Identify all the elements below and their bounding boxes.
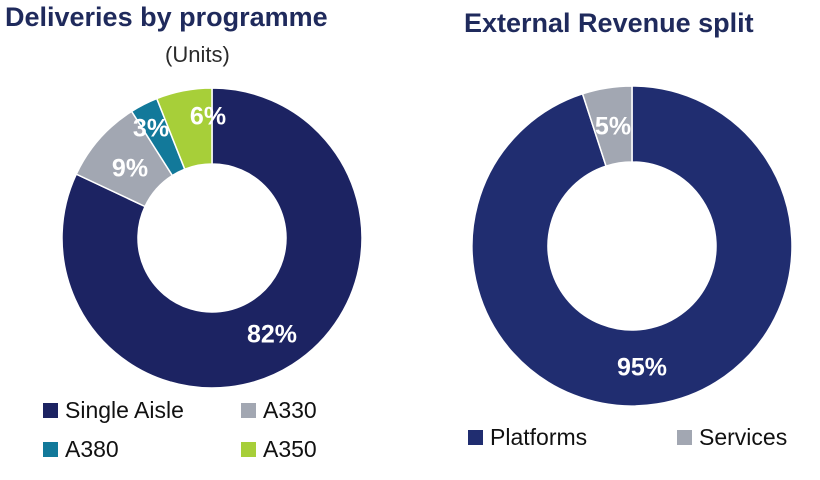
legend-label-a380: A380	[65, 436, 119, 462]
slice-label-services: 5%	[595, 113, 631, 141]
legend-label-platforms: Platforms	[490, 424, 588, 450]
slice-single-aisle	[61, 87, 363, 389]
legend-item-services: Services	[677, 424, 787, 451]
revenue-donut: 95% 5%	[471, 85, 793, 407]
legend-item-single-aisle: Single Aisle	[43, 397, 184, 424]
slice-platforms	[471, 85, 793, 407]
legend-swatch-platforms	[468, 430, 483, 445]
deliveries-chart-panel: Deliveries by programme (Units) 82% 9% 3% 6…	[5, 2, 363, 463]
slice-label-a380: 3%	[133, 115, 169, 143]
legend-item-a330: A330	[241, 397, 317, 424]
legend-label-single-aisle: Single Aisle	[65, 397, 184, 423]
legend-swatch-a350	[241, 442, 256, 457]
legend-swatch-services	[677, 430, 692, 445]
legend-label-services: Services	[699, 424, 788, 450]
slice-services	[581, 85, 633, 168]
legend-swatch-single-aisle	[43, 403, 58, 418]
slice-label-a330: 9%	[112, 155, 148, 183]
revenue-chart-title: External Revenue split	[464, 8, 754, 38]
legend-swatch-a380	[43, 442, 58, 457]
revenue-chart-panel: External Revenue split 95% 5% Platforms S…	[420, 0, 820, 480]
legend-item-a350: A350	[241, 436, 317, 463]
slice-label-platforms: 95%	[617, 354, 667, 382]
legend-swatch-a330	[241, 403, 256, 418]
legend-label-a330: A330	[263, 397, 317, 423]
deliveries-chart-subtitle: (Units)	[165, 42, 230, 67]
deliveries-donut: 82% 9% 3% 6%	[61, 87, 363, 389]
slice-label-a350: 6%	[190, 103, 226, 131]
slice-label-single-aisle: 82%	[247, 321, 297, 349]
legend-label-a350: A350	[263, 436, 317, 462]
slice-a350	[155, 87, 213, 171]
legend-item-a380: A380	[43, 436, 119, 463]
deliveries-chart-title: Deliveries by programme	[5, 2, 328, 32]
legend-item-platforms: Platforms	[468, 424, 587, 451]
